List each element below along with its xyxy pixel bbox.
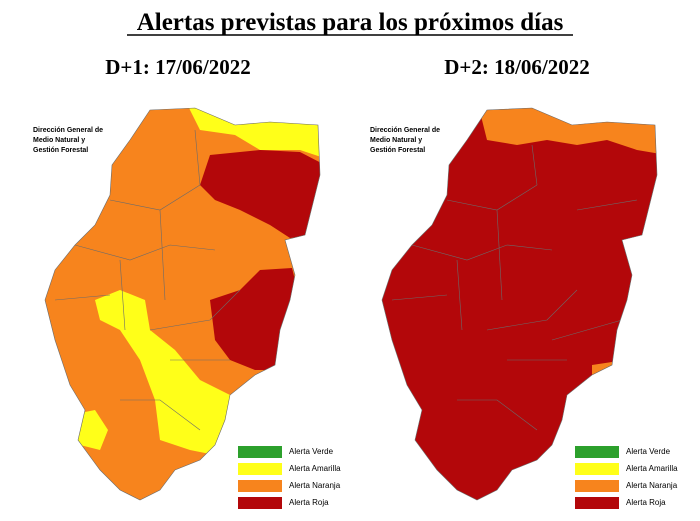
legend-swatch	[575, 446, 619, 458]
agency-line: Dirección General de	[33, 127, 103, 134]
region-map	[382, 108, 657, 500]
legend-label: Alerta Verde	[289, 447, 334, 456]
legend-swatch	[575, 463, 619, 475]
legend-swatch	[238, 480, 282, 492]
legend-swatch	[238, 463, 282, 475]
agency-line: Medio Natural y	[370, 137, 422, 144]
legend-swatch	[238, 446, 282, 458]
agency-line: Gestión Forestal	[370, 147, 425, 154]
legend-label: Alerta Amarilla	[626, 464, 678, 473]
agency-line: Gestión Forestal	[33, 147, 88, 154]
legend-swatch	[238, 497, 282, 509]
map-d1: D+1: 17/06/2022 Dirección General de Med…	[33, 55, 341, 509]
map-d2: D+2: 18/06/2022 Dirección General de Med…	[370, 55, 678, 509]
map-heading: D+1: 17/06/2022	[105, 55, 251, 79]
legend-label: Alerta Naranja	[626, 481, 678, 490]
map-heading: D+2: 18/06/2022	[444, 55, 590, 79]
legend-label: Alerta Verde	[626, 447, 671, 456]
legend-label: Alerta Roja	[289, 498, 329, 507]
agency-line: Dirección General de	[370, 127, 440, 134]
page-title: Alertas previstas para los próximos días	[137, 9, 564, 36]
region-map	[45, 108, 320, 500]
legend-label: Alerta Roja	[626, 498, 666, 507]
legend-label: Alerta Naranja	[289, 481, 341, 490]
legend-swatch	[575, 497, 619, 509]
legend-swatch	[575, 480, 619, 492]
legend-label: Alerta Amarilla	[289, 464, 341, 473]
agency-line: Medio Natural y	[33, 137, 85, 144]
